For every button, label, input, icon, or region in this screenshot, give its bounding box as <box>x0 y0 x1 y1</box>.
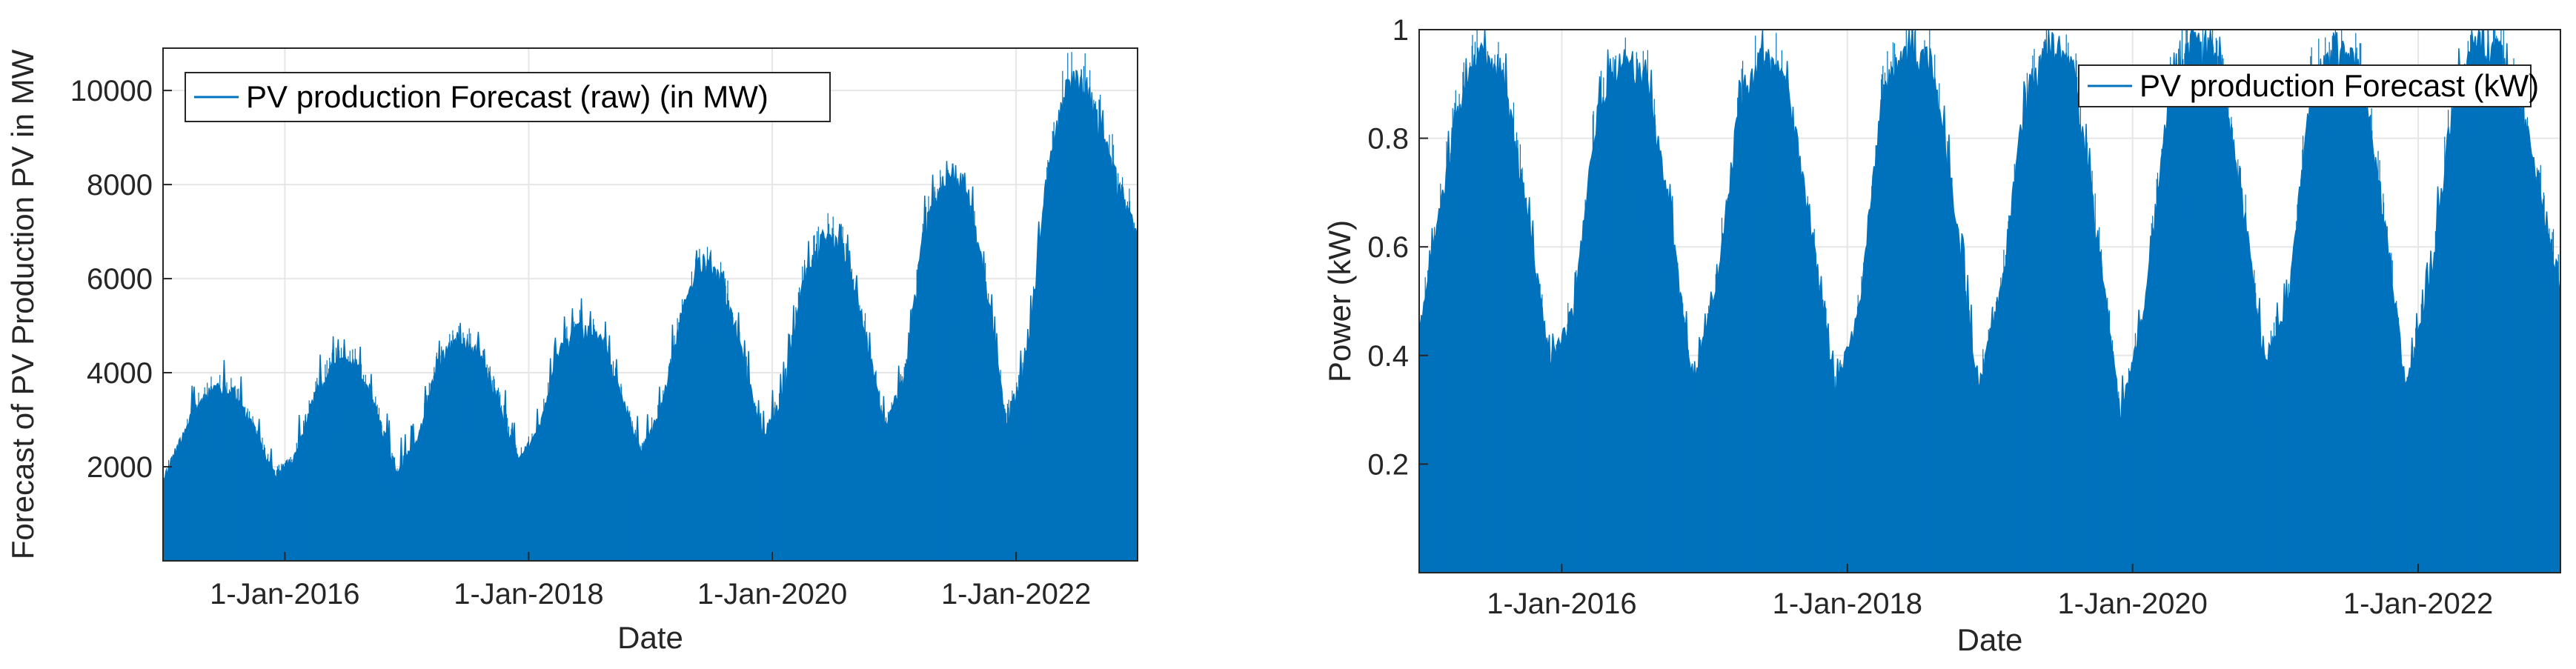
legend: PV production Forecast (raw) (in MW) <box>185 72 831 122</box>
x-axis-title: Date <box>1957 622 2023 657</box>
chart-right: 1-Jan-2016 1-Jan-2018 1-Jan-2020 1-Jan-2022… <box>1322 14 2561 657</box>
legend: PV production Forecast (kW) <box>2078 64 2539 107</box>
x-tick-label: 1-Jan-2022 <box>2343 588 2493 620</box>
axes-box <box>162 47 1138 562</box>
y-axis-title: Forecast of PV Production PV in MW <box>5 49 40 559</box>
legend-label: PV production Forecast (kW) <box>2140 68 2539 103</box>
x-tick-label: 1-Jan-2018 <box>454 578 603 610</box>
y-axis-title: Power (kW) <box>1322 220 1357 382</box>
x-tick-label: 1-Jan-2020 <box>2058 588 2208 620</box>
chart-left: 1-Jan-2016 1-Jan-2018 1-Jan-2020 1-Jan-2022… <box>5 47 1138 655</box>
y-tick-label: 10000 <box>70 75 153 107</box>
y-tick-label: 1 <box>1392 14 1409 47</box>
y-tick-label: 4000 <box>87 357 153 390</box>
y-tick-label: 6000 <box>87 263 153 296</box>
legend-box <box>185 72 831 122</box>
y-tick-label: 0.4 <box>1367 340 1409 373</box>
x-tick-label: 1-Jan-2018 <box>1773 588 1922 620</box>
x-axis-title: Date <box>617 620 683 655</box>
axes-box <box>1418 29 2561 573</box>
y-tick-label: 8000 <box>87 169 153 202</box>
series-spikes <box>163 52 1138 561</box>
legend-label: PV production Forecast (raw) (in MW) <box>246 79 769 114</box>
y-tick-label: 0.8 <box>1367 123 1409 156</box>
legend-box <box>2078 64 2532 107</box>
series-spikes <box>1419 30 2560 573</box>
y-tick-label: 2000 <box>87 451 153 484</box>
x-tick-label: 1-Jan-2020 <box>697 578 847 610</box>
x-tick-label: 1-Jan-2016 <box>1487 588 1636 620</box>
x-tick-label: 1-Jan-2022 <box>941 578 1091 610</box>
y-tick-label: 0.2 <box>1367 448 1409 481</box>
y-tick-label: 0.6 <box>1367 231 1409 264</box>
x-tick-label: 1-Jan-2016 <box>210 578 359 610</box>
